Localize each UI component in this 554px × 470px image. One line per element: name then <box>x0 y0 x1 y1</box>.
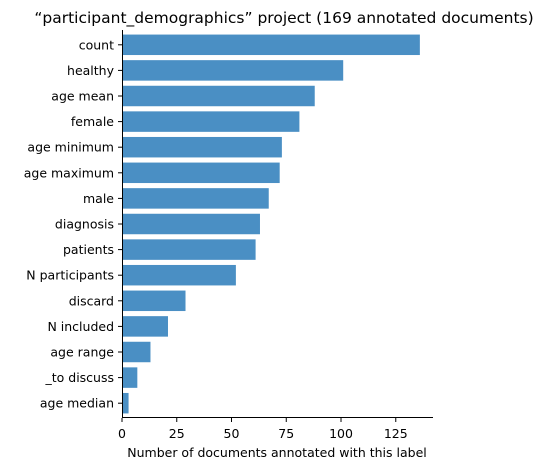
y-tick-label: age mean <box>51 89 114 104</box>
y-tick-label: count <box>79 37 114 52</box>
bar-age-maximum <box>122 162 280 184</box>
bar-age-median <box>122 392 129 414</box>
bar-healthy <box>122 60 344 81</box>
bar--to-discuss <box>122 367 138 388</box>
x-axis-label: Number of documents annotated with this … <box>127 445 426 460</box>
y-tick-label: N participants <box>26 268 114 283</box>
y-tick-label: female <box>71 114 114 129</box>
x-tick-label: 25 <box>169 426 185 441</box>
y-tick-label: age range <box>50 345 114 360</box>
y-tick-label: age maximum <box>24 165 114 180</box>
chart-title: “participant_demographics” project (169 … <box>34 9 533 28</box>
x-tick-label: 100 <box>329 426 353 441</box>
x-axis-ticks: 0 25 50 75 100 125 <box>118 418 408 441</box>
y-tick-label: discard <box>69 293 114 308</box>
y-tick-label: diagnosis <box>55 217 114 232</box>
bar-female <box>122 111 300 132</box>
bar-count <box>122 34 420 56</box>
bar-age-mean <box>122 85 315 107</box>
y-tick-label: age minimum <box>27 140 114 155</box>
y-tick-label: healthy <box>67 63 115 78</box>
y-tick-label: _to discuss <box>44 370 114 385</box>
x-tick-label: 125 <box>384 426 408 441</box>
y-tick-label: age median <box>40 396 114 411</box>
y-tick-labels: count healthy age mean female age minimum age… <box>24 37 122 411</box>
bar-age-range <box>122 341 151 363</box>
bar-n-included <box>122 316 168 337</box>
x-tick-label: 0 <box>118 426 126 441</box>
x-tick-label: 50 <box>224 426 240 441</box>
bar-male <box>122 188 269 209</box>
bar-patients <box>122 239 256 260</box>
bars-group <box>122 34 420 414</box>
y-tick-label: N included <box>47 319 114 334</box>
y-tick-label: male <box>83 191 114 206</box>
x-tick-label: 75 <box>278 426 294 441</box>
y-tick-label: patients <box>63 242 114 257</box>
bar-n-participants <box>122 264 236 286</box>
bar-discard <box>122 290 186 312</box>
bar-diagnosis <box>122 213 260 235</box>
bar-age-minimum <box>122 136 282 158</box>
